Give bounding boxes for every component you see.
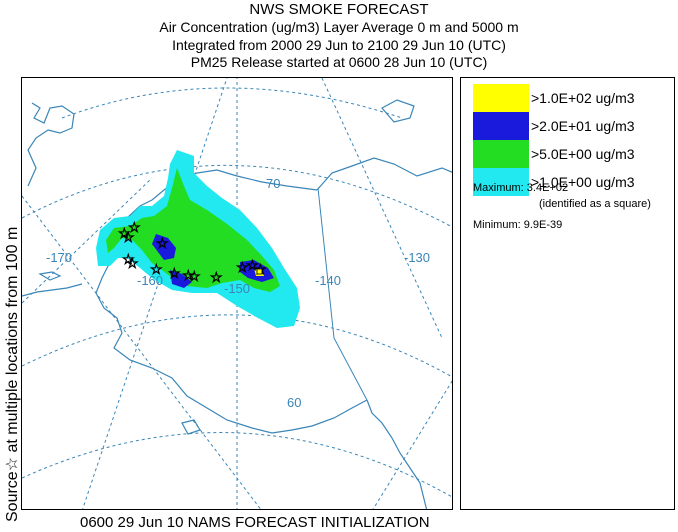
forecast-title: NWS SMOKE FORECAST: [249, 1, 429, 18]
forecast-initialization: 0600 29 Jun 10 NAMS FORECAST INITIALIZAT…: [80, 514, 430, 531]
maximum-value: Maximum: 3.4E+02: [473, 182, 569, 194]
grid-label-lat-70: 70: [266, 176, 280, 191]
source-star: ☆: [118, 225, 131, 241]
source-star: ☆: [156, 235, 169, 251]
release-start: PM25 Release started at 0600 28 Jun 10 (…: [190, 54, 488, 70]
russia-coast: [27, 102, 75, 187]
grid-label-lat-60: 60: [287, 395, 301, 410]
source-markers: ☆ ☆ ☆ ☆ ☆ ☆ ☆ ☆ ☆ ☆ ☆ ☆ ☆ ☆: [118, 219, 267, 286]
parallel-60: [22, 314, 452, 378]
st-lawrence-island: [38, 271, 62, 281]
meridian-120: [372, 380, 452, 509]
kodiak: [181, 419, 201, 435]
legend-swatch-green: [473, 140, 529, 168]
legend-swatch-cyan: [473, 168, 529, 196]
maximum-marker: [256, 268, 263, 275]
integration-period: Integrated from 2000 29 Jun to 2100 29 J…: [172, 37, 506, 53]
minimum-value: Minimum: 9.9E-39: [473, 219, 563, 231]
parallel-70: [22, 165, 452, 228]
source-star: ☆: [126, 255, 139, 271]
panhandle: [366, 399, 428, 509]
parallel-low: [22, 432, 452, 498]
alaska-south-coast: [251, 399, 368, 434]
plume-blue-west: [152, 234, 176, 260]
source-star: ☆: [122, 251, 135, 267]
concentration-subtitle: Air Concentration (ug/m3) Layer Average …: [159, 19, 519, 35]
grid-label-lon-170: -170: [46, 250, 72, 265]
aleutians: [22, 283, 83, 297]
grid-label-lon-140: -140: [315, 273, 341, 288]
parallel-high: [61, 87, 403, 119]
source-star: ☆: [246, 257, 259, 273]
canada-arctic: [316, 157, 452, 191]
meridian-160: [22, 177, 153, 304]
smoke-map: ☆ ☆ ☆ ☆ ☆ ☆ ☆ ☆ ☆ ☆ ☆ ☆ ☆ ☆ -170 -160 -1…: [21, 77, 453, 510]
legend-swatch-yellow: [473, 84, 529, 112]
meridian-130: [321, 78, 443, 339]
plume-blue-south: [170, 270, 192, 288]
legend-panel: >1.0E+02 ug/m3 >2.0E+01 ug/m3 >5.0E+00 u…: [460, 77, 675, 510]
grid-label-lon-160: -160: [137, 273, 163, 288]
map-canvas: ☆ ☆ ☆ ☆ ☆ ☆ ☆ ☆ ☆ ☆ ☆ ☆ ☆ ☆ -170 -160 -1…: [22, 78, 452, 509]
meridian-150: [82, 78, 228, 509]
grid-label-lon-150: -150: [224, 281, 250, 296]
legend-label-cyan: >1.0E+00 ug/m3: [531, 174, 635, 190]
canada-islands: [381, 99, 415, 123]
legend-swatch-blue: [473, 112, 529, 140]
source-star: ☆: [210, 269, 223, 285]
source-star: ☆: [236, 259, 249, 275]
legend-label-blue: >2.0E+01 ug/m3: [531, 118, 635, 134]
source-star: ☆: [182, 267, 195, 283]
maximum-note: (identified as a square): [539, 198, 651, 210]
source-star: ☆: [168, 265, 181, 281]
grid-label-lon-130: -130: [404, 250, 430, 265]
meridian-170: [22, 195, 262, 509]
source-star: ☆: [150, 261, 163, 277]
alaska-canada-border: [317, 187, 368, 401]
source-star: ☆: [128, 219, 141, 235]
plume-green: [106, 168, 280, 292]
source-star: ☆: [188, 268, 201, 284]
source-star: ☆: [122, 229, 135, 245]
legend-label-green: >5.0E+00 ug/m3: [531, 146, 635, 162]
legend-label-yellow: >1.0E+02 ug/m3: [531, 90, 635, 106]
